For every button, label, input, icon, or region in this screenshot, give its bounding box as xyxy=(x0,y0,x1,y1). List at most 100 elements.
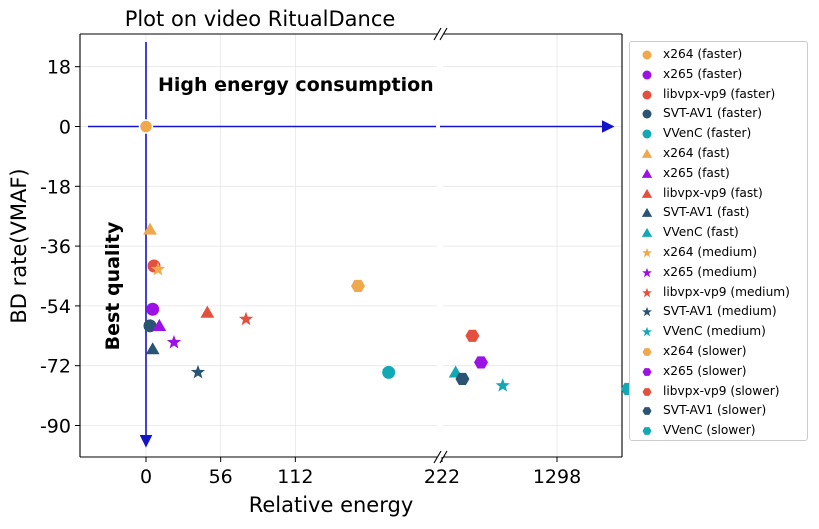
data-point-svt-av1-medium xyxy=(190,364,206,379)
legend-marker-star-icon xyxy=(642,267,652,277)
legend-item: libvpx-vp9 (medium) xyxy=(630,284,808,302)
data-point-x264-slower xyxy=(351,279,365,293)
legend-item: x264 (fast) xyxy=(630,145,808,163)
data-point-x265-medium xyxy=(166,334,182,349)
legend-label: x264 (medium) xyxy=(663,245,757,259)
legend-item: x264 (medium) xyxy=(630,244,808,262)
legend-marker-star-icon xyxy=(642,287,652,297)
legend-marker-circle-icon xyxy=(642,70,652,80)
legend-label: libvpx-vp9 (faster) xyxy=(663,86,776,101)
legend-item: VVenC (faster) xyxy=(630,125,808,143)
legend-item: VVenC (medium) xyxy=(630,323,808,341)
legend-item: libvpx-vp9 (fast) xyxy=(630,185,808,203)
legend-item: VVenC (slower) xyxy=(630,422,808,440)
legend-label: libvpx-vp9 (fast) xyxy=(663,185,763,200)
legend-label: x265 (faster) xyxy=(663,66,743,81)
axis-break-mark xyxy=(433,27,442,41)
x-tick-label: 1298 xyxy=(533,466,581,488)
legend-marker-triangle-icon xyxy=(641,188,653,198)
data-point-svt-av1-faster xyxy=(143,319,157,333)
legend-label: VVenC (faster) xyxy=(663,126,752,141)
data-point-x264-faster xyxy=(138,119,154,134)
y-tick-label: -54 xyxy=(40,296,71,318)
legend-item: x265 (slower) xyxy=(630,363,808,381)
y-tick-label: 18 xyxy=(47,57,71,79)
data-point-vvenc-medium xyxy=(495,378,510,392)
chart-title: Plot on video RitualDance xyxy=(125,7,396,31)
legend-item: SVT-AV1 (slower) xyxy=(630,402,808,420)
annotation-best-quality: Best quality xyxy=(102,221,124,350)
legend-marker-triangle-icon xyxy=(641,148,653,158)
data-points xyxy=(138,119,636,396)
x-tick-label: 222 xyxy=(424,466,460,488)
legend-marker-hexagon-icon xyxy=(642,407,652,416)
data-point-libvpx-vp9-slower xyxy=(465,329,480,342)
legend-marker-star-icon xyxy=(642,307,652,317)
legend-marker-circle-icon xyxy=(642,109,652,119)
legend-item: libvpx-vp9 (slower) xyxy=(630,383,808,401)
legend-label: VVenC (slower) xyxy=(663,423,756,438)
y-tick-label: -72 xyxy=(40,356,71,378)
data-point-x265-slower xyxy=(474,356,489,369)
legend-label: libvpx-vp9 (medium) xyxy=(663,284,790,299)
legend-item: x265 (faster) xyxy=(630,66,808,84)
legend-marker-circle-icon xyxy=(642,50,652,60)
data-point-x264-fast xyxy=(143,222,157,235)
legend-marker-hexagon-icon xyxy=(642,427,652,436)
legend-item: SVT-AV1 (medium) xyxy=(630,303,808,321)
legend-label: x265 (medium) xyxy=(663,264,757,279)
data-point-svt-av1-slower xyxy=(455,372,470,386)
legend-item: x264 (slower) xyxy=(630,343,808,361)
axis-break-mark xyxy=(439,27,448,41)
legend-item: x265 (fast) xyxy=(630,165,808,183)
legend-label: x264 (faster) xyxy=(663,47,743,61)
data-point-svt-av1-fast xyxy=(145,342,160,355)
x-tick-label: 0 xyxy=(140,466,152,488)
axis-break-mark xyxy=(433,450,442,464)
data-point-libvpx-vp9-fast xyxy=(200,305,215,318)
y-tick-label: -36 xyxy=(40,236,71,258)
data-point-x265-faster xyxy=(146,302,160,316)
legend-label: VVenC (medium) xyxy=(663,324,766,339)
legend-marker-hexagon-icon xyxy=(642,387,652,396)
legend-marker-triangle-icon xyxy=(641,168,653,178)
annotation-high-energy: High energy consumption xyxy=(158,74,434,96)
x-tick-label: 112 xyxy=(277,466,313,488)
legend-marker-circle-icon xyxy=(642,90,652,100)
legend-item: SVT-AV1 (faster) xyxy=(630,105,808,123)
data-point-x265-fast xyxy=(152,318,167,332)
legend-label: SVT-AV1 (slower) xyxy=(663,403,767,418)
legend-label: VVenC (fast) xyxy=(663,225,739,240)
x-axis-label: Relative energy xyxy=(249,493,414,517)
legend-marker-hexagon-icon xyxy=(642,348,652,356)
data-point-x264-medium xyxy=(150,261,166,276)
data-point-vvenc-faster xyxy=(382,365,396,379)
legend-item: VVenC (fast) xyxy=(630,224,808,242)
legend-marker-star-icon xyxy=(642,327,652,337)
legend-label: x264 (slower) xyxy=(663,344,747,358)
legend-label: x265 (fast) xyxy=(663,165,730,180)
legend-marker-triangle-icon xyxy=(641,228,653,238)
legend-item: libvpx-vp9 (faster) xyxy=(630,86,808,104)
legend-marker-hexagon-icon xyxy=(642,367,652,376)
data-point-libvpx-vp9-medium xyxy=(238,311,254,326)
legend-marker-triangle-icon xyxy=(641,208,653,218)
y-axis-label: BD rate(VMAF) xyxy=(7,168,31,323)
legend-item: SVT-AV1 (fast) xyxy=(630,204,808,222)
legend-label: SVT-AV1 (medium) xyxy=(663,304,777,319)
y-tick-label: -90 xyxy=(40,416,71,438)
legend-item: x264 (faster) xyxy=(630,46,808,64)
legend-label: x265 (slower) xyxy=(663,363,747,378)
y-tick-label: -18 xyxy=(40,176,71,198)
legend-marker-circle-icon xyxy=(642,129,652,139)
tick-labels: 18 0 -18 -36 -54 -72 -90 0 56 112 222 1298 xyxy=(40,57,581,488)
legend: x264 (faster) x265 (faster) libvpx-vp9 (fa… xyxy=(629,41,808,441)
legend-label: SVT-AV1 (faster) xyxy=(663,106,762,121)
y-tick-label: 0 xyxy=(59,117,71,139)
axis-break-mark xyxy=(439,450,448,464)
legend-label: libvpx-vp9 (slower) xyxy=(663,383,780,398)
legend-label: x264 (fast) xyxy=(663,146,730,160)
legend-marker-star-icon xyxy=(642,247,652,258)
